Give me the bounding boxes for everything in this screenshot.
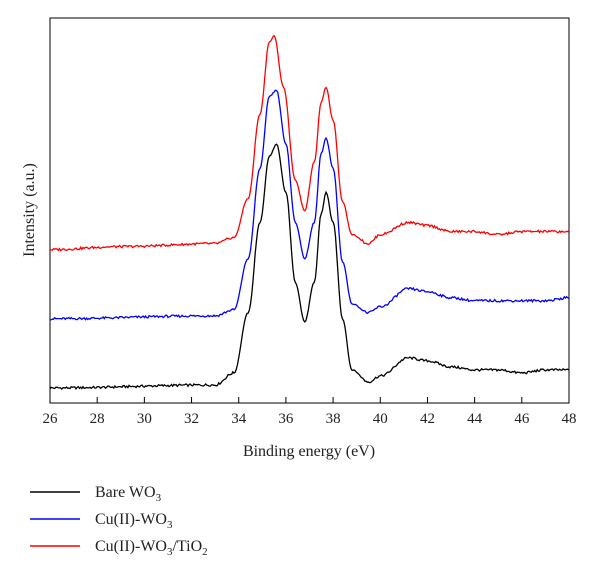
y-axis-label: Intensity (a.u.) bbox=[21, 163, 38, 257]
x-tick-label: 26 bbox=[43, 411, 59, 427]
x-tick-label: 36 bbox=[278, 411, 294, 427]
x-tick-label: 48 bbox=[562, 411, 577, 427]
legend-label-part: Bare WO bbox=[95, 484, 156, 501]
x-tick-label: 32 bbox=[184, 411, 199, 427]
x-tick-label: 40 bbox=[373, 411, 388, 427]
x-tick-label: 34 bbox=[231, 411, 247, 427]
legend-label-part: 3 bbox=[167, 519, 173, 531]
legend-label-part: Cu(II)-WO bbox=[95, 511, 167, 528]
legend-label: Bare WO3 bbox=[95, 484, 162, 504]
x-tick-label: 28 bbox=[90, 411, 105, 427]
x-tick-label: 42 bbox=[420, 411, 435, 427]
legend-label: Cu(II)-WO3 bbox=[95, 511, 173, 531]
series-line-2 bbox=[49, 34, 570, 252]
x-axis-label: Binding energy (eV) bbox=[243, 443, 375, 460]
series-line-0 bbox=[49, 143, 570, 391]
series-layer bbox=[49, 34, 570, 391]
plot-frame bbox=[49, 17, 570, 404]
series-line-1 bbox=[49, 89, 570, 321]
legend-label-part: /TiO bbox=[172, 538, 202, 555]
legend-label: Cu(II)-WO3/TiO2 bbox=[95, 538, 208, 558]
x-tick-label: 44 bbox=[467, 411, 483, 427]
legend-label-part: Cu(II)-WO bbox=[95, 538, 167, 555]
x-tick-label: 38 bbox=[326, 411, 341, 427]
legend-label-part: 3 bbox=[167, 546, 173, 558]
legend-label-part: 2 bbox=[202, 546, 208, 558]
x-tick-label: 46 bbox=[514, 411, 530, 427]
x-axis-ticks: 26 28 30 32 34 36 38 40 42 44 46 48 bbox=[43, 397, 577, 427]
legend-label-part: 3 bbox=[156, 492, 162, 504]
x-tick-label: 30 bbox=[137, 411, 152, 427]
